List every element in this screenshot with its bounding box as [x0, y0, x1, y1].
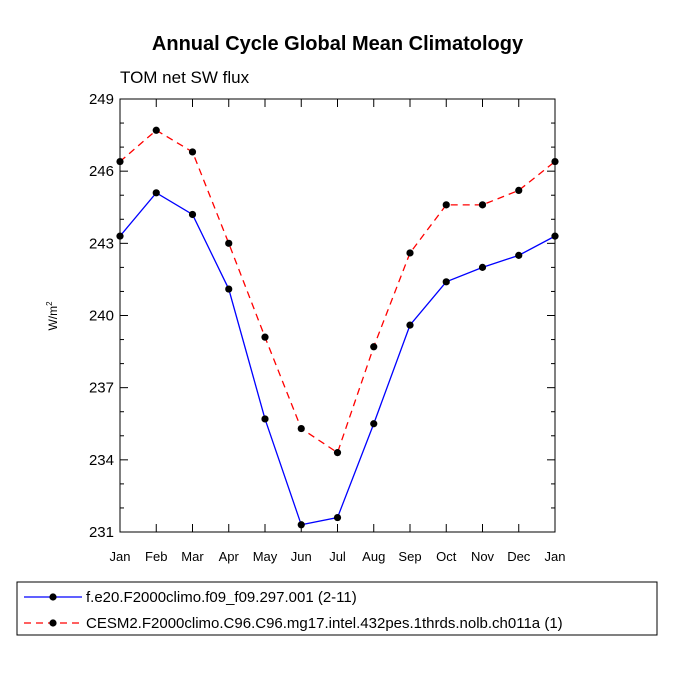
legend-marker	[49, 593, 57, 601]
x-tick-label: Jan	[110, 549, 131, 564]
y-tick-label: 240	[89, 308, 114, 325]
chart-title: Annual Cycle Global Mean Climatology	[152, 33, 524, 55]
data-point	[225, 239, 233, 247]
x-tick-label: Sep	[398, 549, 421, 564]
y-tick-label: 243	[89, 235, 114, 252]
x-tick-label: Jan	[545, 549, 566, 564]
legend-label-1: f.e20.F2000climo.f09_f09.297.001 (2-11)	[86, 589, 357, 606]
y-tick-label: 231	[89, 524, 114, 541]
x-tick-label: Apr	[219, 549, 240, 564]
legend: f.e20.F2000climo.f09_f09.297.001 (2-11) C…	[16, 581, 658, 636]
y-tick-label: 234	[89, 452, 114, 469]
y-tick-label: 246	[89, 163, 114, 180]
data-point	[116, 232, 124, 240]
legend-box	[16, 581, 658, 636]
plot-frame	[119, 98, 556, 533]
y-axis-label: W/m2	[45, 301, 60, 331]
data-point	[297, 521, 305, 529]
chart-subtitle: TOM net SW flux	[120, 68, 250, 87]
data-point	[478, 263, 487, 271]
x-tick-label: Jun	[291, 549, 312, 564]
data-point	[333, 449, 342, 457]
data-point	[297, 424, 305, 433]
x-tick-label: Dec	[507, 549, 531, 564]
x-tick-label: Feb	[145, 549, 167, 564]
data-point	[551, 157, 559, 166]
data-point	[152, 189, 160, 197]
y-axis-label-superscript: 2	[45, 301, 54, 306]
x-tick-label: Mar	[181, 549, 204, 564]
data-point	[442, 201, 450, 209]
plot-area: 231 234 237 240 243 246 249 Jan Feb Mar Apr May Jun J…	[89, 91, 566, 564]
data-point	[551, 232, 559, 240]
x-tick-label: Nov	[471, 549, 495, 564]
data-point	[478, 201, 487, 209]
data-point	[370, 420, 378, 428]
data-point	[261, 415, 269, 423]
x-tick-label: May	[253, 549, 278, 564]
y-tick-label: 237	[89, 380, 114, 397]
x-tick-label: Jul	[329, 549, 346, 564]
data-point	[406, 249, 414, 257]
x-tick-label: Aug	[362, 549, 385, 564]
data-point	[152, 126, 160, 134]
series-line-1	[119, 191, 556, 526]
data-point	[515, 186, 523, 195]
data-point	[515, 251, 523, 259]
data-point	[333, 513, 342, 522]
data-point	[188, 210, 197, 219]
data-point	[116, 157, 124, 166]
data-point	[406, 321, 414, 329]
data-point	[370, 343, 378, 351]
data-point	[225, 285, 233, 293]
data-point	[188, 148, 197, 156]
series-line-2	[119, 129, 556, 454]
legend-label-2: CESM2.F2000climo.C96.C96.mg17.intel.432p…	[86, 615, 563, 632]
data-point	[261, 333, 269, 341]
legend-marker	[49, 619, 57, 627]
y-tick-label: 249	[89, 91, 114, 108]
data-point	[442, 278, 450, 286]
x-tick-label: Oct	[436, 549, 457, 564]
